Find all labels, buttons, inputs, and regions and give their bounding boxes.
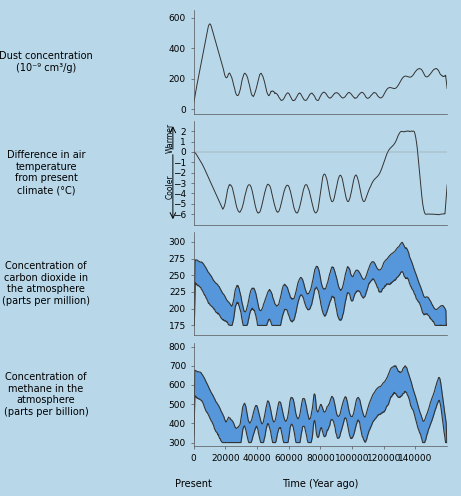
Text: Time (Year ago): Time (Year ago) — [282, 479, 359, 489]
Text: Warmer: Warmer — [166, 123, 175, 153]
Text: Present: Present — [175, 479, 212, 489]
Text: Cooler: Cooler — [166, 175, 175, 199]
Text: Dust concentration
(10⁻⁹ cm³/g): Dust concentration (10⁻⁹ cm³/g) — [0, 51, 93, 72]
Text: Concentration of
carbon dioxide in
the atmosphere
(parts per million): Concentration of carbon dioxide in the a… — [2, 261, 90, 306]
Text: Concentration of
methane in the
atmosphere
(parts per billion): Concentration of methane in the atmosphe… — [4, 372, 89, 417]
Text: Difference in air
temperature
from present
climate (°C): Difference in air temperature from prese… — [7, 150, 85, 195]
